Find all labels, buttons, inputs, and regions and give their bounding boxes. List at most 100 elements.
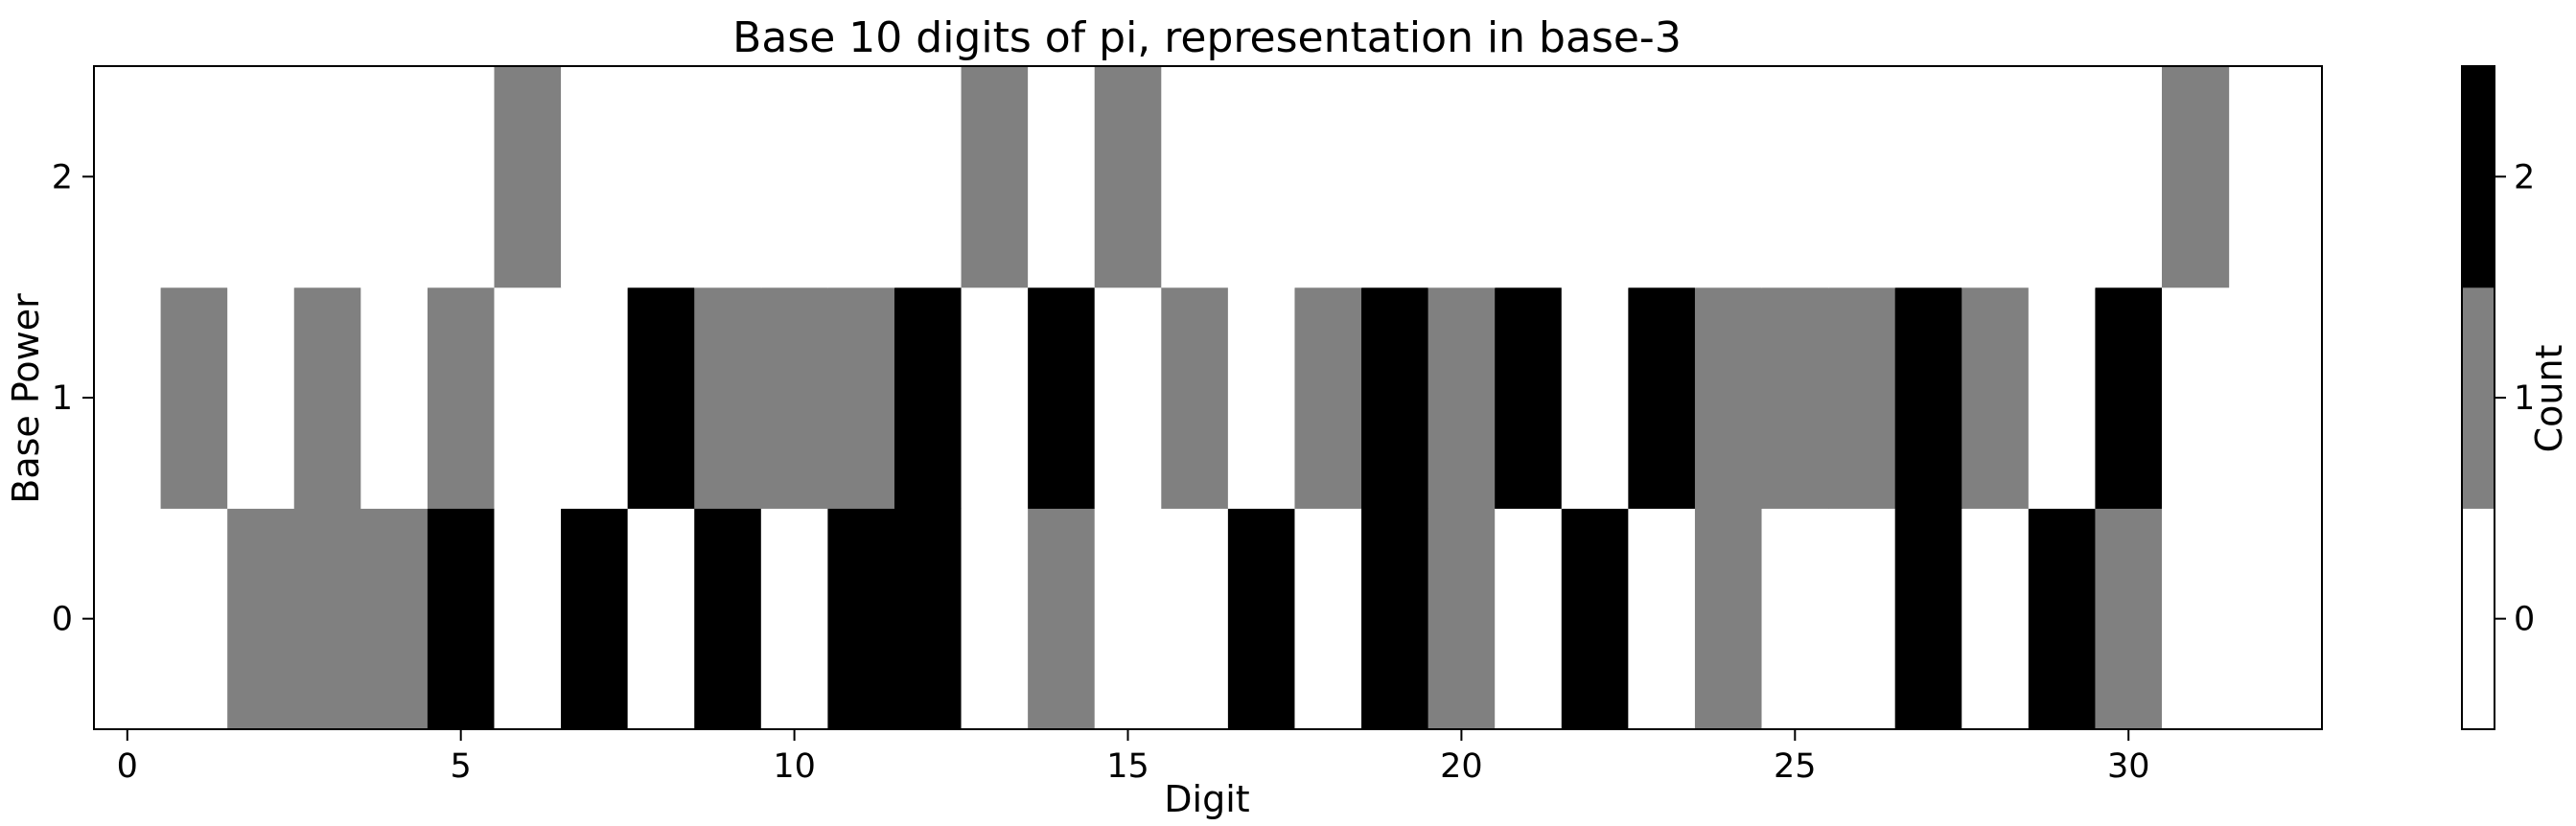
heatmap-cell	[2028, 66, 2097, 288]
y-tick-label: 1	[52, 379, 73, 418]
heatmap-cell	[1294, 287, 1362, 509]
heatmap-cell	[94, 508, 162, 730]
heatmap-cell	[1761, 508, 1829, 730]
heatmap-cell	[2162, 287, 2230, 509]
y-axis: 0 1 2	[52, 158, 94, 639]
heatmap-cell	[293, 66, 361, 288]
heatmap-cell	[227, 66, 295, 288]
heatmap-cell	[2095, 287, 2163, 509]
heatmap-cell	[961, 508, 1029, 730]
heatmap-cell	[1894, 287, 1962, 509]
heatmap-cell	[1894, 66, 1962, 288]
heatmap-cell	[160, 287, 228, 509]
heatmap-cell	[1495, 287, 1563, 509]
heatmap-cell	[2095, 66, 2163, 288]
x-tick-label: 25	[1774, 747, 1817, 786]
heatmap-cells	[94, 66, 2230, 730]
heatmap-cell	[227, 287, 295, 509]
heatmap-cell	[1361, 287, 1429, 509]
heatmap-cell	[1294, 508, 1362, 730]
heatmap-cell	[1094, 287, 1162, 509]
heatmap-cell	[1094, 508, 1162, 730]
heatmap-cell	[760, 66, 828, 288]
heatmap-cell	[293, 508, 361, 730]
heatmap-cell	[1828, 66, 1896, 288]
heatmap-cell	[2028, 287, 2097, 509]
heatmap-cell	[1361, 66, 1429, 288]
heatmap-cell	[561, 287, 629, 509]
heatmap-cell	[2028, 508, 2097, 730]
heatmap-cell	[94, 66, 162, 288]
heatmap-cell	[893, 508, 963, 730]
colorbar-segment	[2462, 287, 2495, 509]
heatmap-cell	[427, 66, 496, 288]
heatmap-cell	[2162, 508, 2230, 730]
heatmap-cell	[1227, 508, 1296, 730]
heatmap-cell	[1894, 508, 1962, 730]
heatmap-cell	[494, 508, 562, 730]
heatmap-cell	[1294, 66, 1362, 288]
heatmap-cell	[1161, 508, 1229, 730]
heatmap-cell	[293, 287, 361, 509]
heatmap-cell	[893, 66, 963, 288]
heatmap-cell	[627, 287, 695, 509]
heatmap-cell	[961, 66, 1029, 288]
heatmap-cell	[1161, 66, 1229, 288]
colorbar-tick-label: 0	[2514, 601, 2535, 639]
heatmap-cell	[2162, 66, 2230, 288]
x-axis-label: Digit	[1164, 778, 1249, 820]
heatmap-cell	[1694, 66, 1763, 288]
y-tick-label: 2	[52, 158, 73, 196]
heatmap-cell	[1227, 66, 1296, 288]
heatmap-cell	[1628, 287, 1696, 509]
heatmap-cell	[1961, 66, 2030, 288]
heatmap-cell	[360, 66, 429, 288]
heatmap-cell	[160, 508, 228, 730]
x-tick-label: 30	[2107, 747, 2150, 786]
heatmap-cell	[160, 66, 228, 288]
heatmap-cell	[1094, 66, 1162, 288]
x-tick-label: 10	[773, 747, 816, 786]
heatmap-cell	[1694, 287, 1763, 509]
colorbar-segment	[2462, 66, 2495, 288]
x-tick-label: 0	[117, 747, 138, 786]
heatmap-cell	[1628, 508, 1696, 730]
heatmap-cell	[694, 66, 762, 288]
heatmap-cell	[561, 66, 629, 288]
heatmap-cell	[1694, 508, 1763, 730]
heatmap-cell	[494, 287, 562, 509]
heatmap-cell	[893, 287, 963, 509]
colorbar-tick-label: 1	[2514, 379, 2535, 418]
heatmap-cell	[1561, 66, 1629, 288]
heatmap-cell	[961, 287, 1029, 509]
heatmap-cell	[494, 66, 562, 288]
heatmap-cell	[1161, 287, 1229, 509]
heatmap-cell	[1561, 508, 1629, 730]
heatmap-cell	[1495, 508, 1563, 730]
heatmap-cell	[1628, 66, 1696, 288]
heatmap-cell	[1561, 287, 1629, 509]
heatmap-cell	[694, 508, 762, 730]
heatmap-cell	[1028, 508, 1096, 730]
heatmap-cell	[1028, 287, 1096, 509]
heatmap-cell	[760, 508, 828, 730]
heatmap-cell	[1427, 287, 1496, 509]
heatmap-cell	[561, 508, 629, 730]
x-tick-label: 20	[1440, 747, 1483, 786]
heatmap-cell	[1361, 508, 1429, 730]
heatmap-cell	[2095, 508, 2163, 730]
heatmap-cell	[827, 508, 895, 730]
heatmap-cell	[1028, 66, 1096, 288]
heatmap-cell	[1828, 287, 1896, 509]
heatmap-cell	[1961, 508, 2030, 730]
heatmap-cell	[1227, 287, 1296, 509]
colorbar: 0 1 2	[2461, 65, 2535, 730]
heatmap-cell	[1427, 66, 1496, 288]
x-tick-label: 5	[451, 747, 472, 786]
heatmap-cell	[760, 287, 828, 509]
y-axis-label: Base Power	[5, 293, 47, 504]
heatmap-cell	[627, 508, 695, 730]
heatmap-cell	[360, 508, 429, 730]
heatmap-cell	[1761, 287, 1829, 509]
